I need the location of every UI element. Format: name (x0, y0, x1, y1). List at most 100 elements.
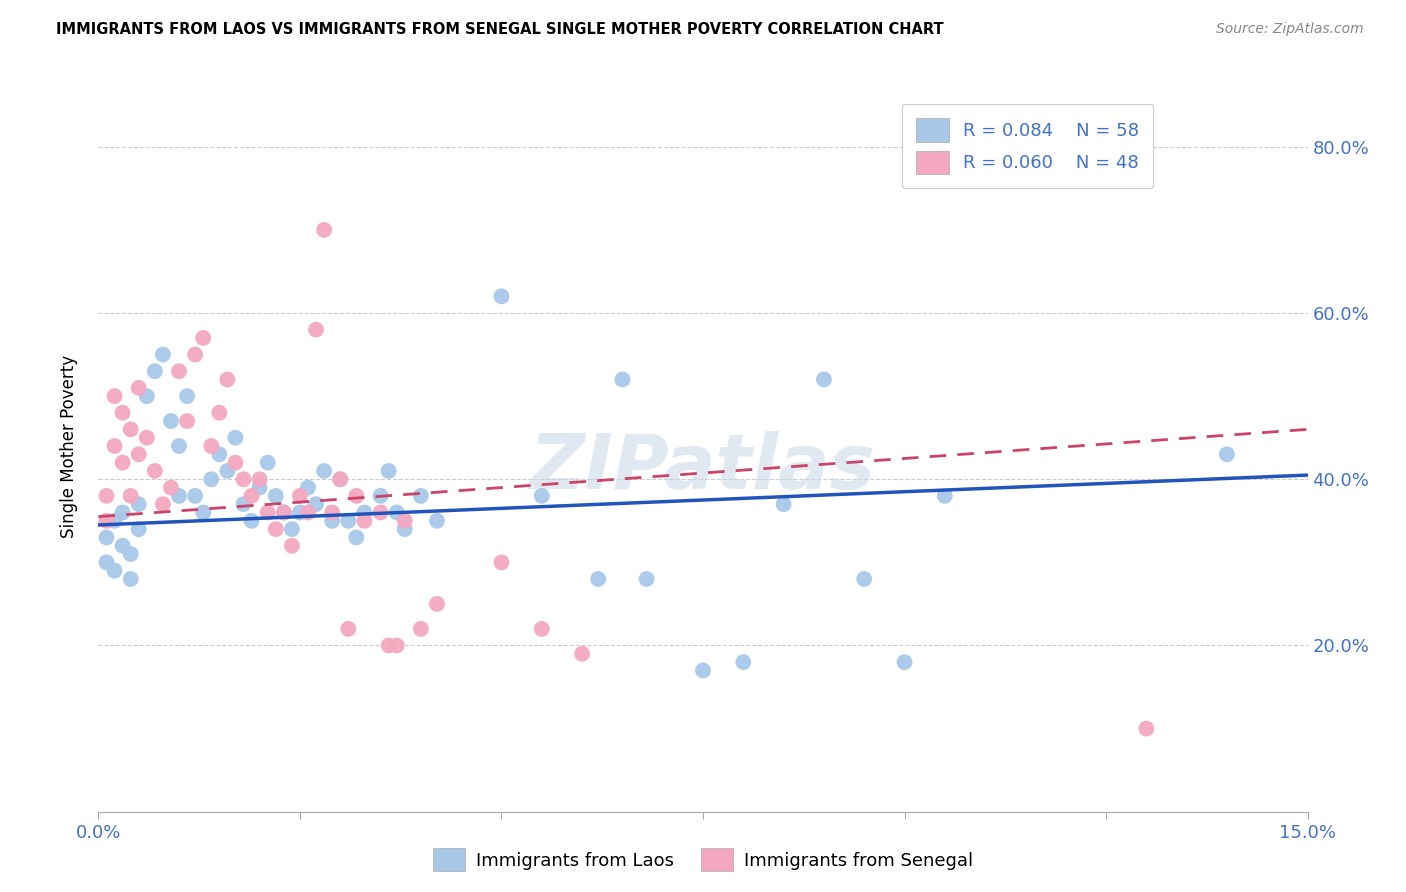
Point (297, 506, 319, 520)
Point (281, 522, 304, 536)
Point (344, 489, 367, 503)
Point (96, 514, 118, 528)
Point (193, 331, 215, 345)
Point (232, 497, 254, 511)
Point (491, 289, 513, 303)
Point (120, 547, 142, 561)
Point (128, 381, 150, 395)
Point (200, 439, 222, 453)
Point (612, 372, 634, 386)
Point (426, 597, 449, 611)
Point (120, 572, 142, 586)
Point (337, 514, 360, 528)
Point (409, 489, 432, 503)
Point (733, 655, 755, 669)
Point (240, 514, 263, 528)
Point (143, 464, 166, 478)
Point (120, 489, 142, 503)
Point (111, 506, 134, 520)
Point (160, 414, 183, 428)
Point (249, 472, 271, 486)
Point (200, 472, 222, 486)
Point (273, 506, 295, 520)
Point (273, 506, 295, 520)
Point (96, 530, 118, 544)
Point (530, 489, 553, 503)
Point (184, 489, 207, 503)
Point (176, 389, 198, 403)
Point (232, 472, 254, 486)
Point (853, 572, 876, 586)
Text: Source: ZipAtlas.com: Source: ZipAtlas.com (1216, 22, 1364, 37)
Point (344, 530, 367, 544)
Point (111, 539, 134, 553)
Point (256, 506, 278, 520)
Point (370, 489, 392, 503)
Point (813, 372, 835, 386)
Point (1216, 447, 1239, 461)
Point (167, 364, 190, 378)
Point (329, 472, 352, 486)
Point (240, 489, 263, 503)
Point (1135, 722, 1157, 736)
Point (297, 481, 319, 495)
Point (491, 555, 513, 569)
Point (353, 514, 375, 528)
Point (256, 456, 278, 470)
Point (329, 472, 352, 486)
Point (264, 489, 287, 503)
Point (143, 364, 166, 378)
Point (426, 514, 449, 528)
Point (217, 464, 239, 478)
Point (184, 347, 207, 362)
Point (96, 489, 118, 503)
Point (111, 456, 134, 470)
Point (96, 555, 118, 569)
Point (249, 481, 271, 495)
Point (314, 464, 336, 478)
Point (224, 431, 246, 445)
Point (128, 522, 150, 536)
Point (160, 481, 183, 495)
Point (135, 389, 157, 403)
Text: IMMIGRANTS FROM LAOS VS IMMIGRANTS FROM SENEGAL SINGLE MOTHER POVERTY CORRELATIO: IMMIGRANTS FROM LAOS VS IMMIGRANTS FROM … (56, 22, 943, 37)
Y-axis label: Single Mother Poverty: Single Mother Poverty (59, 354, 77, 538)
Point (385, 506, 408, 520)
Point (305, 497, 328, 511)
Point (224, 456, 246, 470)
Point (167, 489, 190, 503)
Point (321, 506, 343, 520)
Point (321, 514, 343, 528)
Point (208, 447, 231, 461)
Point (176, 414, 198, 428)
Point (337, 622, 360, 636)
Point (193, 506, 215, 520)
Point (893, 655, 915, 669)
Point (394, 514, 416, 528)
Point (152, 347, 174, 362)
Point (208, 406, 231, 420)
Point (314, 223, 336, 237)
Point (409, 622, 432, 636)
Point (288, 506, 311, 520)
Point (692, 664, 714, 678)
Point (571, 647, 593, 661)
Point (636, 572, 658, 586)
Point (934, 489, 956, 503)
Legend: Immigrants from Laos, Immigrants from Senegal: Immigrants from Laos, Immigrants from Se… (426, 841, 980, 879)
Point (370, 506, 392, 520)
Point (128, 447, 150, 461)
Point (586, 572, 609, 586)
Text: ZIPatlas: ZIPatlas (530, 431, 876, 505)
Point (281, 539, 304, 553)
Point (128, 497, 150, 511)
Point (377, 639, 399, 653)
Point (377, 464, 399, 478)
Point (103, 439, 125, 453)
Point (217, 372, 239, 386)
Point (264, 522, 287, 536)
Point (135, 431, 157, 445)
Point (394, 522, 416, 536)
Point (305, 323, 328, 337)
Point (103, 564, 125, 578)
